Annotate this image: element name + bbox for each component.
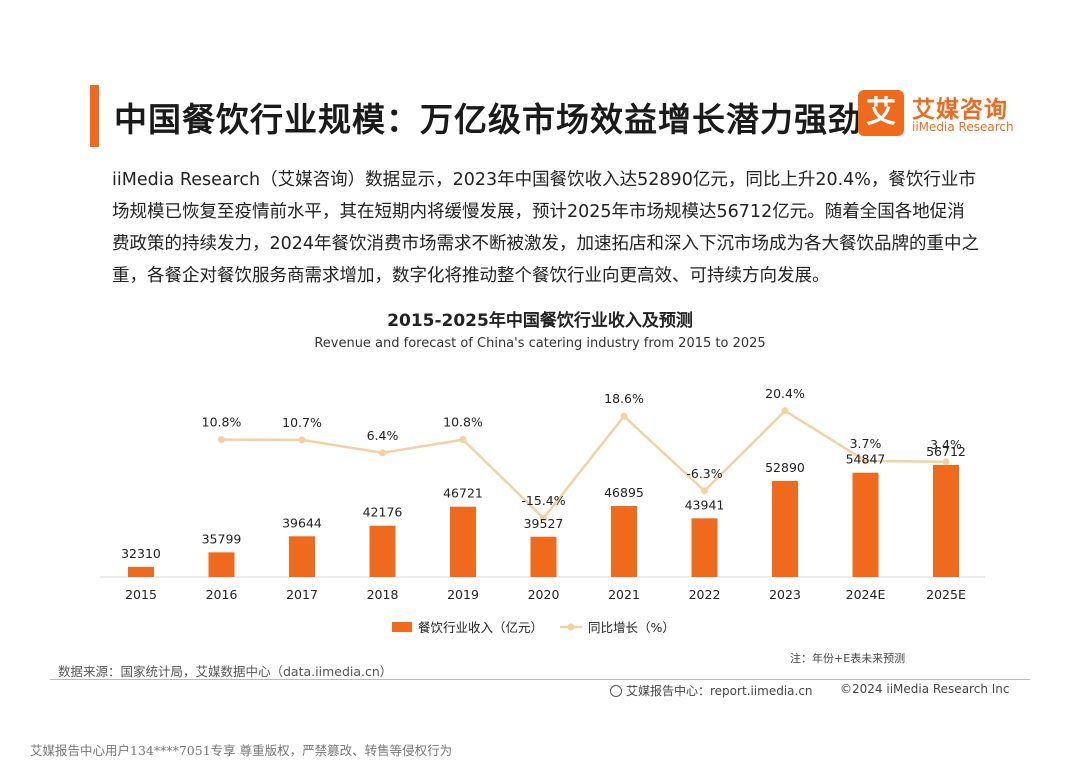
- growth-value-label: 3.4%: [930, 437, 962, 452]
- logo-chinese-name: 艾媒咨询: [912, 97, 1008, 123]
- bar-2016: [208, 552, 235, 577]
- growth-point: [862, 457, 869, 465]
- iimedia-logo: 艾 艾媒咨询 iiMedia Research: [858, 90, 1018, 136]
- growth-point: [298, 436, 306, 444]
- x-tick-label: 2021: [608, 587, 640, 602]
- bar-value-label: 39527: [524, 516, 564, 531]
- x-tick-label: 2015: [125, 587, 157, 602]
- growth-value-label: 10.8%: [202, 415, 242, 430]
- footer-divider: [50, 679, 1030, 680]
- slide-background: [50, 72, 1030, 712]
- bar-2021: [611, 505, 637, 577]
- legend-swatch-revenue: [392, 622, 412, 632]
- bar-2015: [128, 566, 154, 577]
- growth-line: [221, 409, 947, 520]
- legend-label-revenue: 餐饮行业收入（亿元）: [418, 620, 543, 635]
- growth-value-label: 10.7%: [282, 415, 322, 430]
- chart-subtitle: Revenue and forecast of China's catering…: [314, 336, 766, 351]
- bar-value-label: 39644: [282, 515, 322, 530]
- growth-point: [781, 407, 789, 415]
- bar-value-label: 35799: [202, 531, 242, 546]
- bar-value-label: 46895: [604, 485, 644, 500]
- chart-title: 2015-2025年中国餐饮行业收入及预测: [387, 311, 693, 331]
- growth-value-label: 18.6%: [604, 391, 644, 406]
- bar-value-label: 43941: [685, 497, 725, 512]
- x-tick-label: 2025E: [926, 587, 966, 602]
- legend-marker-growth: [567, 623, 575, 631]
- growth-point: [942, 458, 950, 466]
- chart-legend: 餐饮行业收入（亿元） 同比增长（%）: [392, 620, 675, 635]
- growth-value-label: -6.3%: [686, 466, 722, 481]
- forecast-note: 注：年份+E表未来预测: [790, 652, 906, 665]
- bar-2017: [289, 536, 315, 577]
- x-tick-label: 2017: [286, 587, 318, 602]
- bar-2020: [530, 536, 557, 577]
- x-tick-label: 2023: [769, 587, 801, 602]
- x-tick-label: 2018: [367, 587, 399, 602]
- bar-value-label: 42176: [363, 505, 403, 520]
- growth-point: [701, 487, 708, 495]
- growth-point: [620, 412, 628, 420]
- x-tick-label: 2019: [447, 587, 479, 602]
- user-watermark: 艾媒报告中心用户134****7051专享 尊重版权，严禁篡改、转售等侵权行为: [30, 743, 453, 758]
- x-tick-label: 2016: [206, 587, 238, 602]
- growth-value-label: -15.4%: [521, 493, 565, 508]
- labels-layer: 32310 2015 35799 2016 39644 2017 42176 2018 4672…: [121, 386, 966, 602]
- report-center-text: 艾媒报告中心：report.iimedia.cn: [626, 684, 813, 698]
- data-source: 数据来源：国家统计局，艾媒数据中心（data.iimedia.cn）: [58, 664, 393, 679]
- logo-english-name: iiMedia Research: [912, 120, 1014, 134]
- bar-2025E: [933, 464, 959, 577]
- growth-value-label: 6.4%: [367, 428, 399, 443]
- legend-label-growth: 同比增长（%）: [588, 620, 675, 635]
- bar-value-label: 46721: [443, 486, 483, 501]
- title-accent-bar: [90, 85, 99, 147]
- x-tick-label: 2022: [689, 587, 721, 602]
- growth-value-label: 10.8%: [443, 415, 483, 430]
- globe-icon: [610, 685, 622, 697]
- description-paragraph: iiMedia Research（艾媒咨询）数据显示，2023年中国餐饮收入达5…: [112, 170, 980, 286]
- bar-2019: [450, 506, 476, 577]
- growth-value-label: 20.4%: [765, 386, 805, 401]
- bar-2023: [772, 480, 798, 577]
- bar-2022: [691, 518, 718, 577]
- report-center-link[interactable]: 艾媒报告中心：report.iimedia.cn: [610, 682, 813, 699]
- x-tick-label: 2024E: [846, 587, 886, 602]
- bars-layer: [128, 464, 959, 577]
- bar-value-label: 56712: [926, 444, 966, 459]
- growth-value-label: 3.7%: [850, 436, 882, 451]
- bar-value-label: 52890: [765, 460, 805, 475]
- growth-point: [379, 449, 386, 457]
- growth-point: [540, 514, 547, 522]
- bar-2024E: [852, 472, 879, 577]
- page-title: 中国餐饮行业规模：万亿级市场效益增长潜力强劲: [114, 100, 862, 139]
- growth-point: [459, 436, 467, 444]
- x-tick-label: 2020: [528, 587, 560, 602]
- growth-point: [218, 436, 225, 444]
- growth-line-layer: [218, 407, 950, 522]
- bar-value-label: 54847: [846, 452, 886, 467]
- copyright: ©2024 iiMedia Research Inc: [840, 682, 1010, 696]
- logo-mark-icon: 艾: [858, 90, 904, 136]
- bar-2018: [369, 525, 396, 577]
- bar-value-label: 32310: [121, 546, 161, 561]
